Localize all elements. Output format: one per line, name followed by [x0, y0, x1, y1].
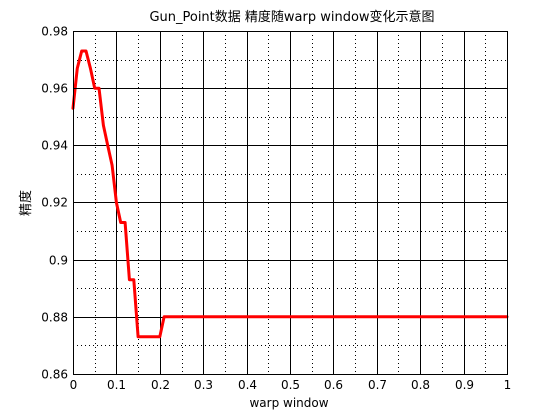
- y-tick-label: 0.88: [41, 311, 68, 325]
- x-tick-label: 0.1: [107, 378, 126, 392]
- y-tick-label: 0.92: [41, 196, 68, 210]
- x-tick-label: 0: [70, 378, 78, 392]
- x-tick-label: 0.5: [281, 378, 300, 392]
- y-tick-label: 0.94: [41, 139, 68, 153]
- x-tick-label: 0.4: [238, 378, 257, 392]
- y-tick-label: 0.86: [41, 368, 68, 382]
- y-axis-label: 精度: [18, 190, 34, 216]
- x-tick-label: 0.6: [324, 378, 343, 392]
- x-tick-labels: 0 0.1 0.2 0.3 0.4 0.5 0.6 0.7 0.8 0.9 1: [70, 378, 512, 392]
- ticks: [73, 31, 508, 375]
- x-tick-label: 1: [504, 378, 512, 392]
- series-layer: [71, 49, 509, 339]
- x-tick-label: 0.9: [455, 378, 474, 392]
- accuracy-line: [71, 49, 509, 339]
- x-tick-label: 0.2: [151, 378, 170, 392]
- x-tick-label: 0.7: [368, 378, 387, 392]
- x-tick-label: 0.8: [411, 378, 430, 392]
- y-tick-label: 0.9: [49, 254, 68, 268]
- y-tick-label: 0.96: [41, 82, 68, 96]
- x-tick-label: 0.3: [194, 378, 213, 392]
- y-tick-labels: 0.86 0.88 0.9 0.92 0.94 0.96 0.98: [41, 25, 68, 382]
- y-tick-label: 0.98: [41, 25, 68, 39]
- x-axis-label: warp window: [249, 396, 328, 410]
- chart-title: Gun_Point数据 精度随warp window变化示意图: [149, 9, 434, 25]
